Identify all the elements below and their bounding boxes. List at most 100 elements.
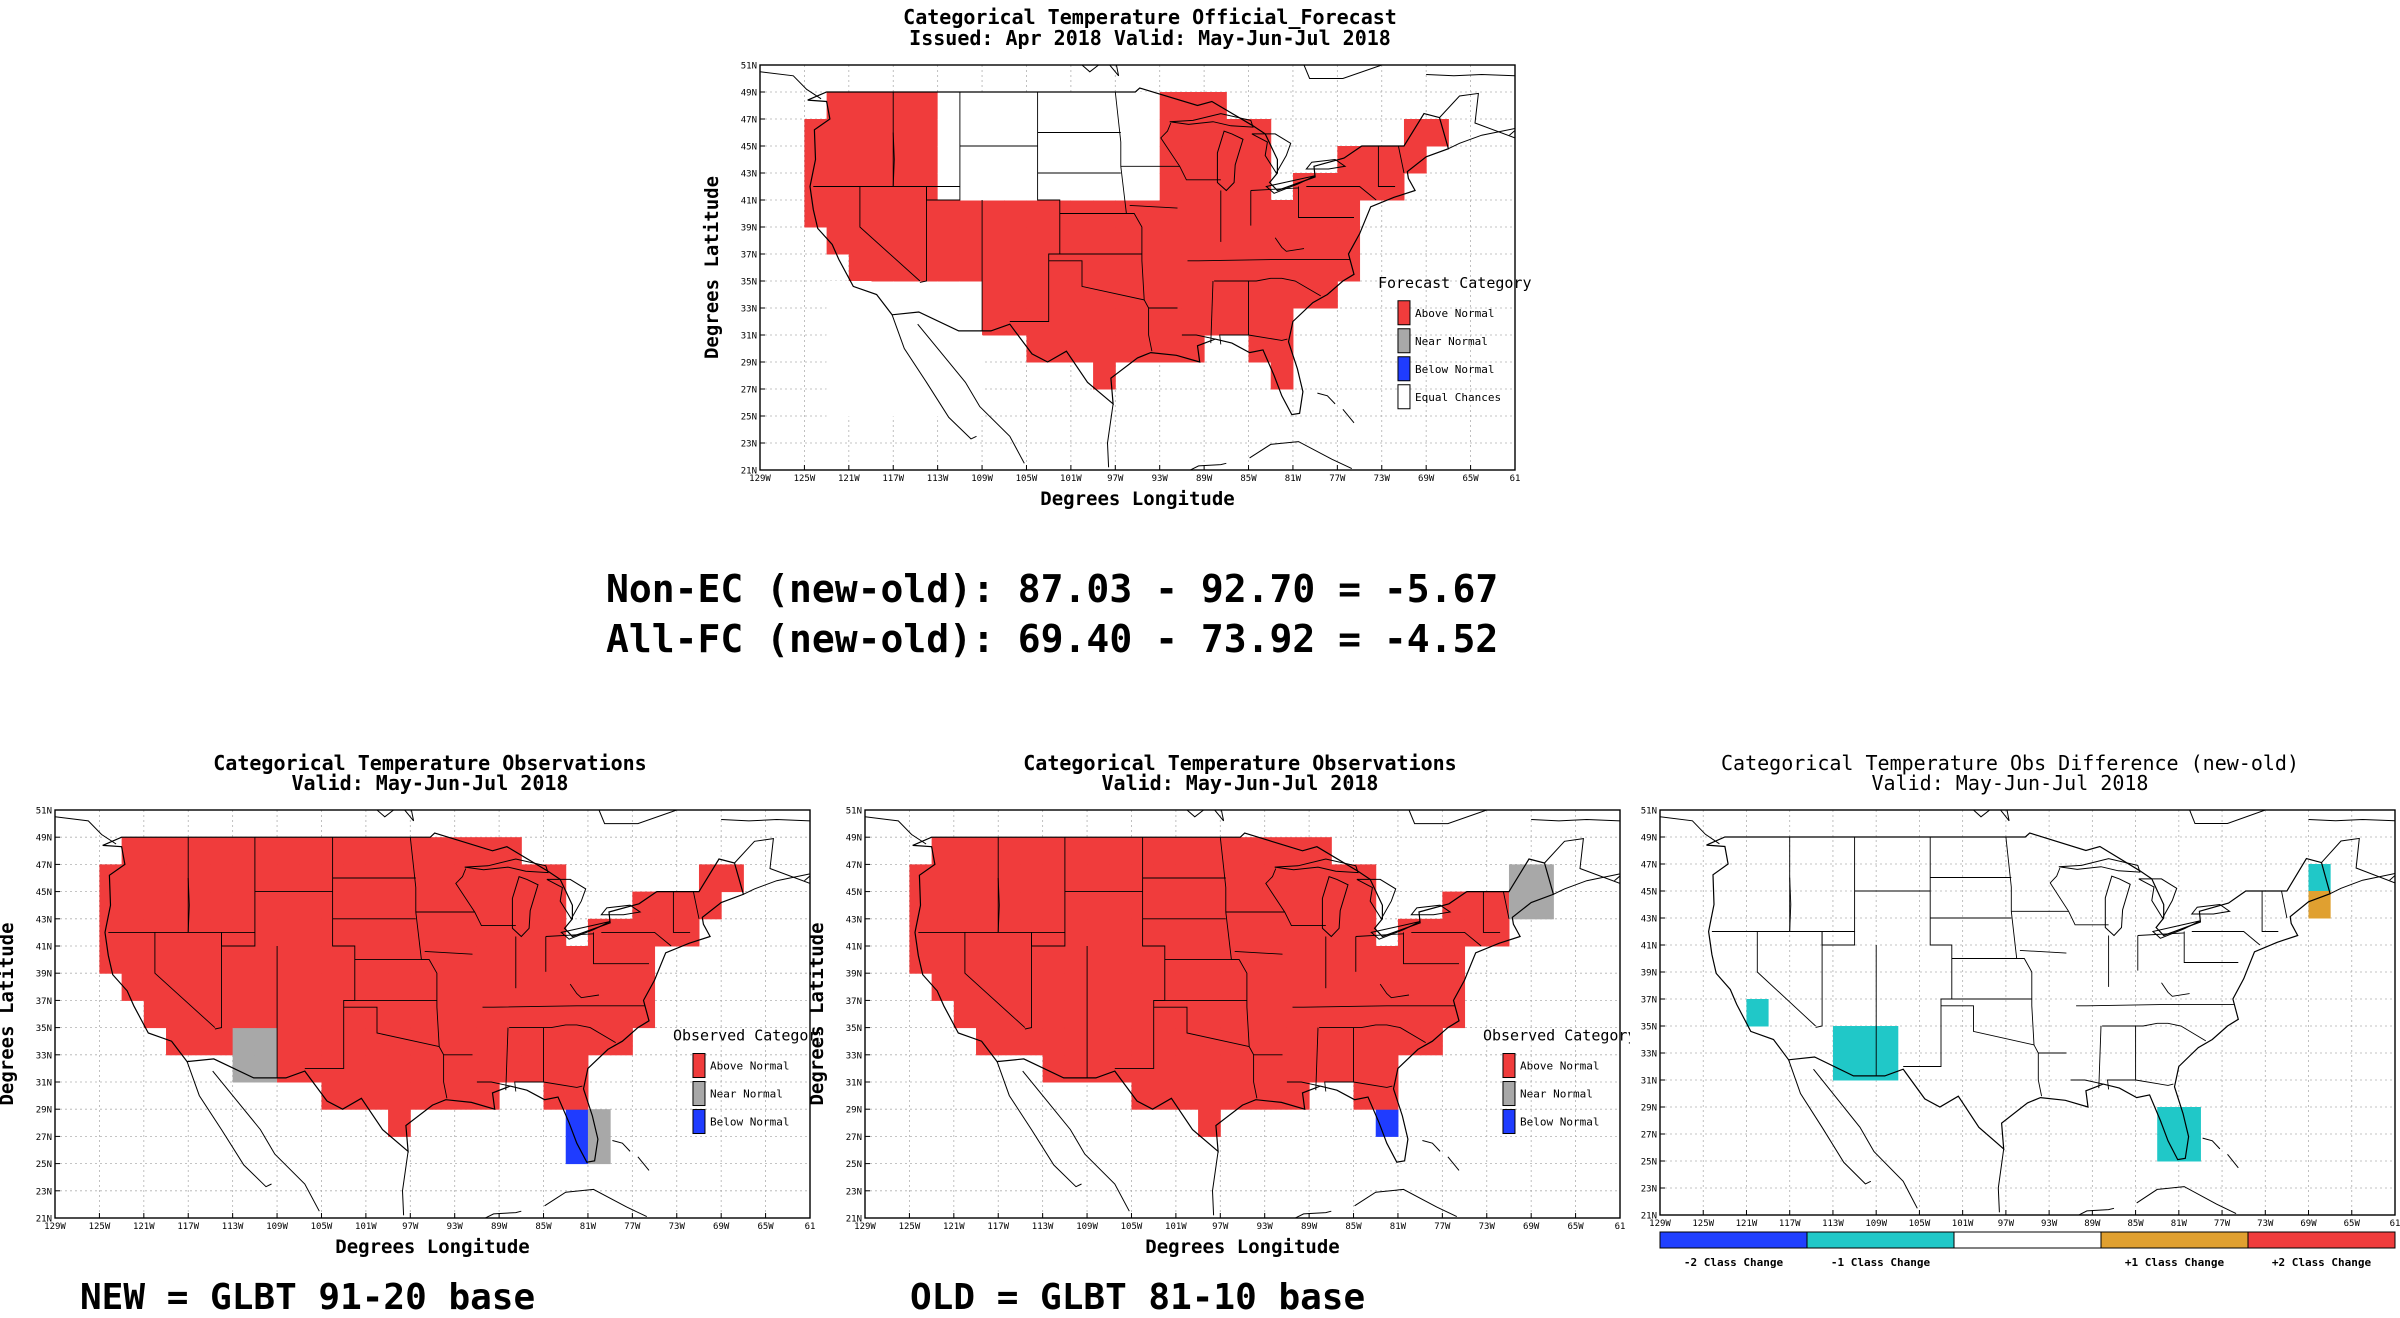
- y-tick-label: 33N: [741, 305, 757, 315]
- x-tick-label: 97W: [1107, 474, 1124, 484]
- data-cell: [365, 918, 389, 947]
- data-cell: [1270, 281, 1294, 309]
- data-cell: [1248, 254, 1272, 282]
- data-cell: [871, 281, 894, 309]
- data-cell: [871, 92, 894, 120]
- state-border: [1951, 958, 2043, 1097]
- data-cell: [299, 918, 322, 947]
- lake-outline: [1305, 158, 1347, 170]
- y-tick-label: 37N: [741, 251, 757, 261]
- x-tick-label: 73W: [1374, 474, 1391, 484]
- data-cell: [543, 973, 567, 1001]
- data-cell: [454, 918, 478, 947]
- data-cell: [254, 1000, 278, 1029]
- y-tick-label: 21N: [846, 1215, 862, 1225]
- y-tick-label: 31N: [1641, 1077, 1657, 1087]
- x-tick-label: 113W: [222, 1222, 244, 1232]
- legend-swatch: [692, 1081, 706, 1107]
- legend-label: Equal Chances: [1415, 391, 1501, 404]
- state-border: [1059, 213, 1153, 352]
- data-cell: [454, 1054, 478, 1083]
- data-cell: [1375, 1054, 1399, 1083]
- data-cell: [1331, 946, 1355, 974]
- data-cell: [277, 973, 300, 1001]
- data-cell: [1181, 92, 1205, 120]
- lake-outline: [2138, 878, 2178, 919]
- plot-frame: [54, 809, 811, 1219]
- data-cell: [565, 1027, 589, 1056]
- data-cell: [1242, 973, 1266, 1001]
- data-cell: [432, 973, 456, 1001]
- x-tick-label: 97W: [402, 1222, 419, 1232]
- data-cell: [826, 146, 850, 174]
- data-cell: [1220, 837, 1243, 865]
- data-cell: [1004, 146, 1027, 174]
- country-outline: [102, 832, 745, 1163]
- data-cell: [1137, 227, 1161, 255]
- data-cell: [299, 891, 322, 920]
- lake-outline: [1274, 858, 1359, 874]
- data-cell: [543, 1082, 567, 1110]
- data-cell: [1309, 973, 1332, 1001]
- coastline: [917, 323, 1025, 464]
- data-cell: [476, 1000, 500, 1029]
- data-cell: [143, 837, 167, 865]
- data-cell: [1181, 146, 1205, 174]
- data-cell: [454, 946, 478, 974]
- data-cell: [1353, 1027, 1377, 1056]
- data-cell: [976, 946, 999, 974]
- state-border: [1153, 1006, 1250, 1048]
- data-cell: [931, 891, 955, 920]
- legend-label: Above Normal: [1415, 307, 1494, 320]
- x-tick-label: 69W: [1418, 474, 1435, 484]
- state-border: [1129, 204, 1178, 209]
- data-cell: [410, 1082, 433, 1110]
- colorbar-segment: [1806, 1231, 1955, 1249]
- data-cell: [432, 864, 456, 893]
- data-cell: [1353, 1082, 1377, 1110]
- data-cell: [299, 946, 322, 974]
- data-cell: [210, 1027, 234, 1056]
- legend-label: Near Normal: [1415, 335, 1488, 348]
- data-cell: [1226, 146, 1250, 174]
- state-border: [1411, 931, 1482, 947]
- state-border: [1250, 187, 1299, 191]
- data-cell: [166, 837, 189, 865]
- x-tick-label: 93W: [447, 1222, 464, 1232]
- data-cell: [121, 837, 145, 865]
- data-cell: [143, 973, 167, 1001]
- y-tick-label: 51N: [741, 62, 757, 72]
- data-cell: [1242, 837, 1266, 865]
- coastline: [1614, 875, 1620, 882]
- y-tick-label: 49N: [1641, 834, 1657, 844]
- data-cell: [998, 973, 1021, 1001]
- data-cell: [1070, 173, 1094, 201]
- data-cell: [826, 119, 850, 147]
- x-tick-label: 97W: [1998, 1219, 2015, 1229]
- data-cell: [1175, 837, 1199, 865]
- data-cell: [1131, 946, 1155, 974]
- data-cell: [1153, 1000, 1177, 1029]
- data-cell: [1004, 281, 1027, 309]
- state-border: [2161, 982, 2190, 997]
- data-cell: [1115, 335, 1138, 363]
- data-cell: [1292, 281, 1316, 309]
- coastline: [1997, 1148, 2005, 1213]
- coastline: [1081, 65, 1099, 73]
- data-cell: [277, 1000, 300, 1029]
- data-cell: [1093, 254, 1116, 282]
- data-cell: [1198, 1054, 1221, 1083]
- data-cell: [166, 1000, 189, 1029]
- state-border: [2281, 890, 2288, 919]
- lake-outline: [560, 921, 611, 940]
- data-cell: [1048, 173, 1072, 201]
- data-cell: [1087, 1000, 1110, 1029]
- data-cell: [143, 1000, 167, 1029]
- data-cell: [1159, 119, 1183, 147]
- data-cell: [543, 946, 567, 974]
- data-cell: [1403, 146, 1427, 174]
- data-cell: [232, 946, 256, 974]
- data-cell: [1153, 918, 1177, 947]
- data-cell: [1153, 1082, 1177, 1110]
- data-cell: [937, 92, 961, 120]
